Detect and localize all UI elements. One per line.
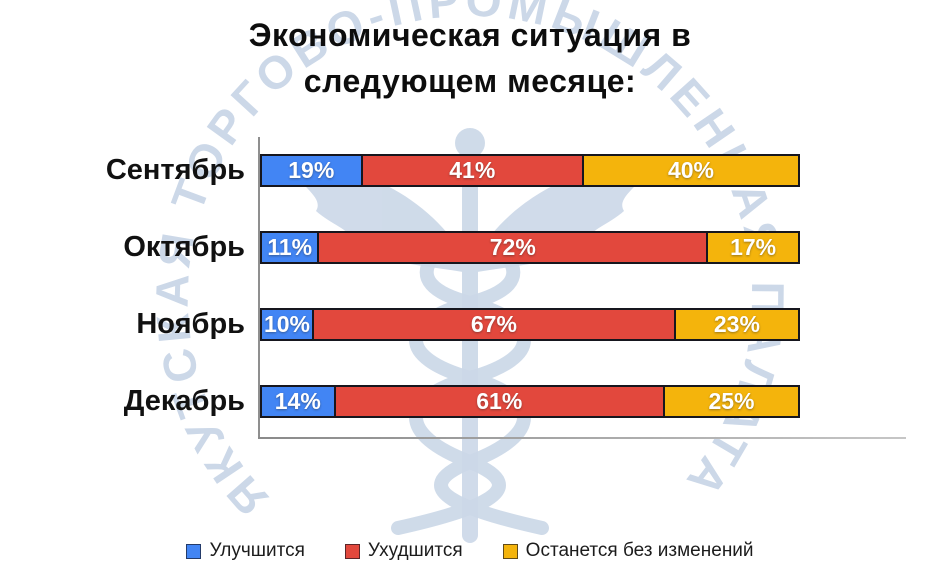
segment-value-label: 67%	[470, 311, 517, 337]
legend-item-unchanged: Останется без изменений	[502, 540, 754, 562]
legend-swatch-icon	[344, 543, 360, 559]
bar-row: Октябрь 11% 72% 17%	[0, 231, 940, 264]
bar-segment-unchanged: 17%	[708, 231, 800, 264]
chart-title-line1: Экономическая ситуация в	[248, 17, 692, 53]
stacked-bar: 10% 67% 23%	[260, 308, 800, 341]
segment-value-label: 61%	[476, 388, 523, 414]
bar-segment-unchanged: 40%	[583, 154, 800, 187]
segment-value-label: 25%	[708, 388, 755, 414]
legend-label: Останется без изменений	[525, 540, 754, 561]
legend-swatch-icon	[502, 543, 518, 559]
legend-label: Ухудшится	[367, 540, 463, 561]
bar-segment-worsen: 61%	[335, 385, 665, 418]
segment-value-label: 10%	[263, 311, 311, 337]
category-label: Октябрь	[123, 231, 245, 263]
legend: Улучшится Ухудшится Останется без изменени…	[0, 540, 940, 562]
segment-value-label: 11%	[267, 234, 313, 260]
legend-item-worsen: Ухудшится	[344, 540, 463, 562]
segment-value-label: 72%	[489, 234, 536, 260]
segment-value-label: 14%	[274, 388, 321, 414]
bar-segment-improve: 10%	[260, 308, 314, 341]
category-label: Сентябрь	[105, 154, 245, 186]
stacked-bar: 11% 72% 17%	[260, 231, 800, 264]
segment-value-label: 40%	[667, 157, 714, 183]
segment-value-label: 19%	[288, 157, 335, 183]
bar-row: Ноябрь 10% 67% 23%	[0, 308, 940, 341]
bar-segment-improve: 19%	[260, 154, 363, 187]
chart-title: Экономическая ситуация в следующем месяц…	[0, 12, 940, 104]
bar-segment-worsen: 67%	[314, 308, 676, 341]
segment-value-label: 17%	[730, 234, 777, 260]
bar-segment-improve: 14%	[260, 385, 336, 418]
chart-title-line2: следующем месяце:	[303, 63, 637, 99]
bar-segment-worsen: 72%	[319, 231, 709, 264]
bar-segment-improve: 11%	[260, 231, 320, 264]
stacked-bar: 14% 61% 25%	[260, 385, 800, 418]
y-axis-line	[258, 137, 260, 438]
category-label: Декабрь	[123, 385, 245, 417]
bar-row: Сентябрь 19% 41% 40%	[0, 154, 940, 187]
legend-item-improve: Улучшится	[186, 540, 305, 562]
bar-row: Декабрь 14% 61% 25%	[0, 385, 940, 418]
category-label: Ноябрь	[136, 308, 245, 340]
segment-value-label: 41%	[449, 157, 496, 183]
bar-segment-worsen: 41%	[362, 154, 584, 187]
legend-swatch-icon	[186, 543, 202, 559]
segment-value-label: 23%	[713, 311, 760, 337]
bar-segment-unchanged: 23%	[675, 308, 800, 341]
legend-label: Улучшится	[209, 540, 305, 561]
bar-segment-unchanged: 25%	[664, 385, 800, 418]
stacked-bar: 19% 41% 40%	[260, 154, 800, 187]
x-axis-line	[258, 437, 906, 439]
